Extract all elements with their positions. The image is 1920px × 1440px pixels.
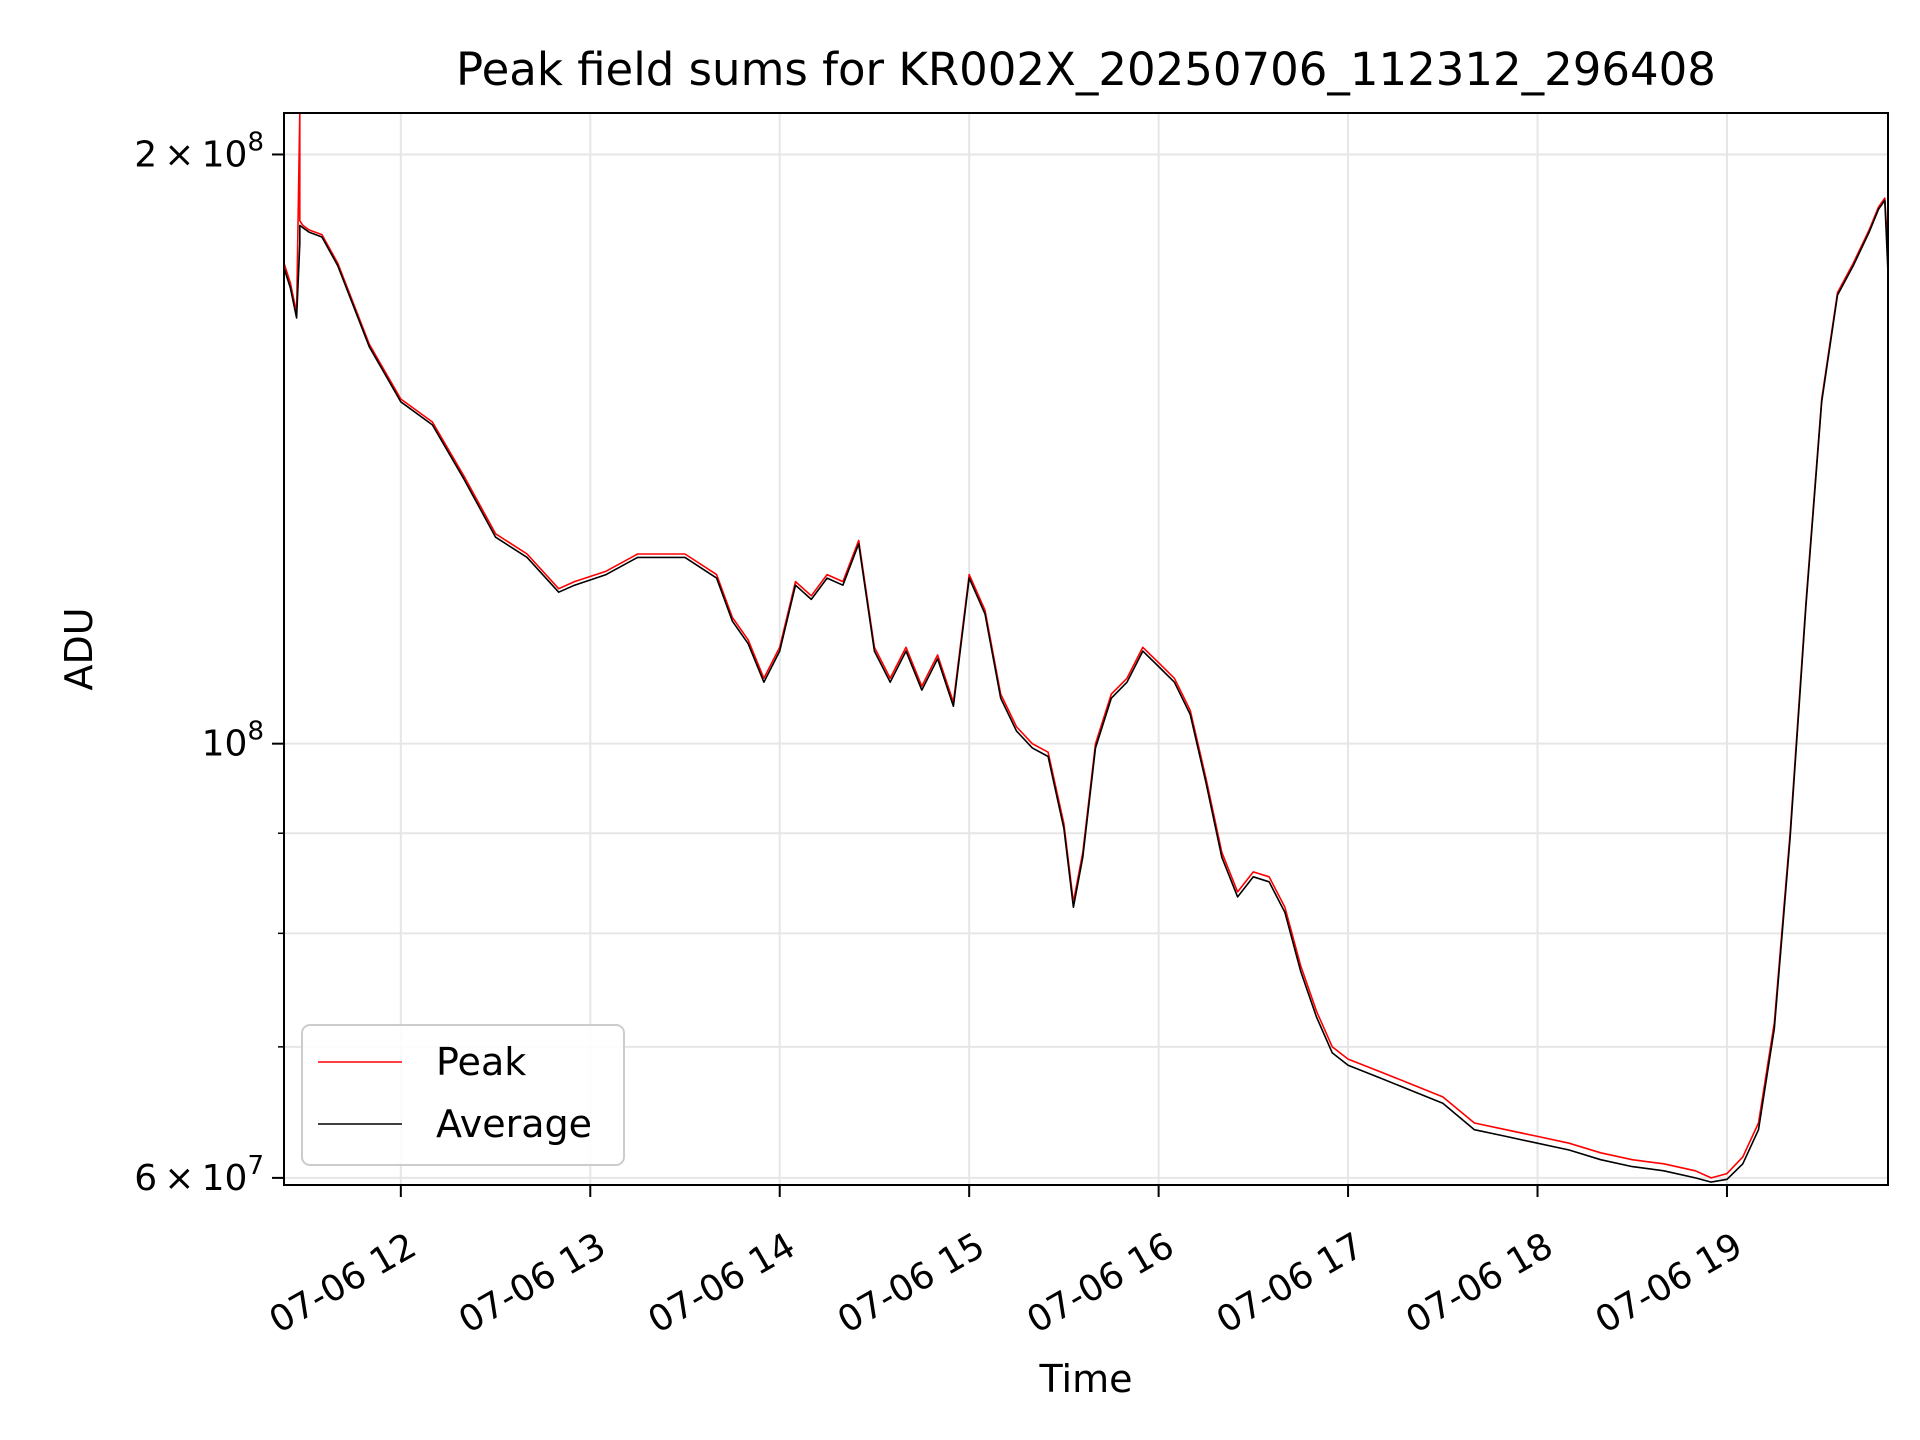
legend: Peak Average xyxy=(301,1024,625,1166)
grid xyxy=(284,113,1888,1185)
y-tick-label: 108 xyxy=(202,717,264,765)
chart-title: Peak field sums for KR002X_20250706_1123… xyxy=(456,43,1716,96)
x-axis-label: Time xyxy=(1039,1357,1133,1401)
legend-box xyxy=(301,1024,625,1166)
series-group xyxy=(283,112,1889,1183)
y-axis-label: ADU xyxy=(57,607,101,690)
legend-label-average: Average xyxy=(436,1102,592,1146)
y-tick-label: 2 × 108 xyxy=(134,127,264,175)
y-tick-label: 6 × 107 xyxy=(134,1151,264,1199)
plot-frame xyxy=(283,112,1889,1186)
series-line-average xyxy=(283,199,1889,1183)
legend-label-peak: Peak xyxy=(436,1040,526,1084)
